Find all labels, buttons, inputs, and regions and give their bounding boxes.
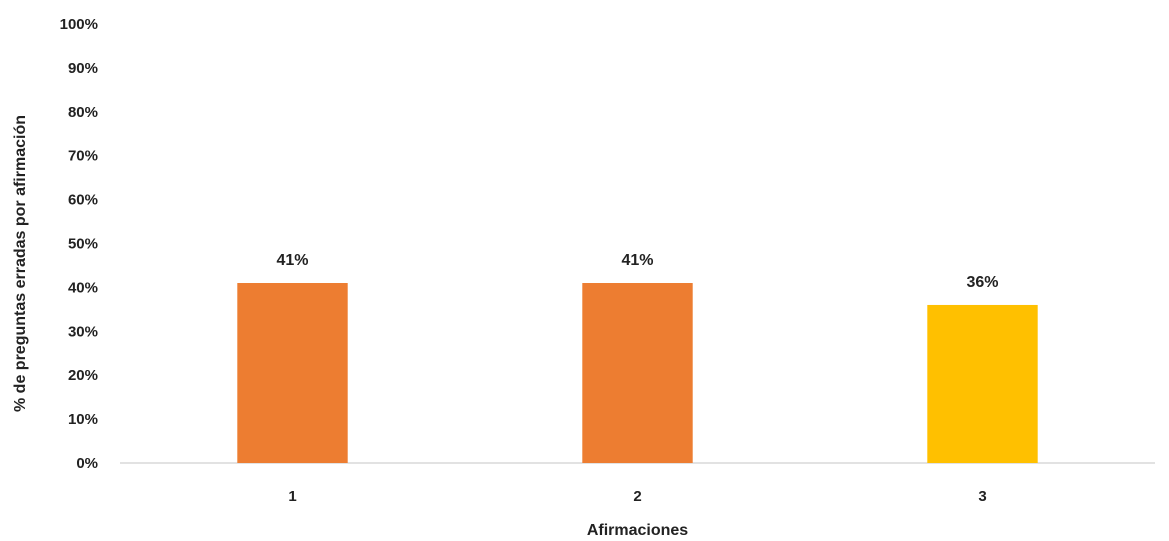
- y-tick-label: 20%: [68, 367, 98, 384]
- bar-1: [237, 283, 348, 463]
- y-tick-label: 10%: [68, 411, 98, 428]
- x-tick-label: 1: [288, 488, 296, 505]
- y-tick-label: 30%: [68, 323, 98, 340]
- data-label: 36%: [966, 274, 998, 291]
- data-labels: 41% 41% 36%: [276, 252, 998, 291]
- x-tick-label: 3: [978, 488, 986, 505]
- y-tick-label: 80%: [68, 104, 98, 121]
- y-tick-label: 40%: [68, 279, 98, 296]
- y-tick-label: 70%: [68, 148, 98, 165]
- y-tick-label: 60%: [68, 192, 98, 209]
- y-tick-label: 90%: [68, 60, 98, 77]
- y-tick-label: 100%: [60, 16, 98, 33]
- y-axis-title: % de preguntas erradas por afirmación: [12, 115, 29, 412]
- data-label: 41%: [621, 252, 653, 269]
- y-tick-label: 50%: [68, 236, 98, 253]
- data-label: 41%: [276, 252, 308, 269]
- bar-3: [927, 304, 1038, 463]
- bar-2: [582, 283, 693, 463]
- y-axis-ticks: 0% 10% 20% 30% 40% 50% 60% 70% 80% 90% 100%: [60, 16, 98, 472]
- category-labels: 1 2 3: [288, 488, 986, 505]
- bars: [237, 283, 1038, 463]
- x-axis-title: Afirmaciones: [587, 522, 688, 539]
- y-tick-label: 0%: [76, 455, 98, 472]
- x-tick-label: 2: [633, 488, 641, 505]
